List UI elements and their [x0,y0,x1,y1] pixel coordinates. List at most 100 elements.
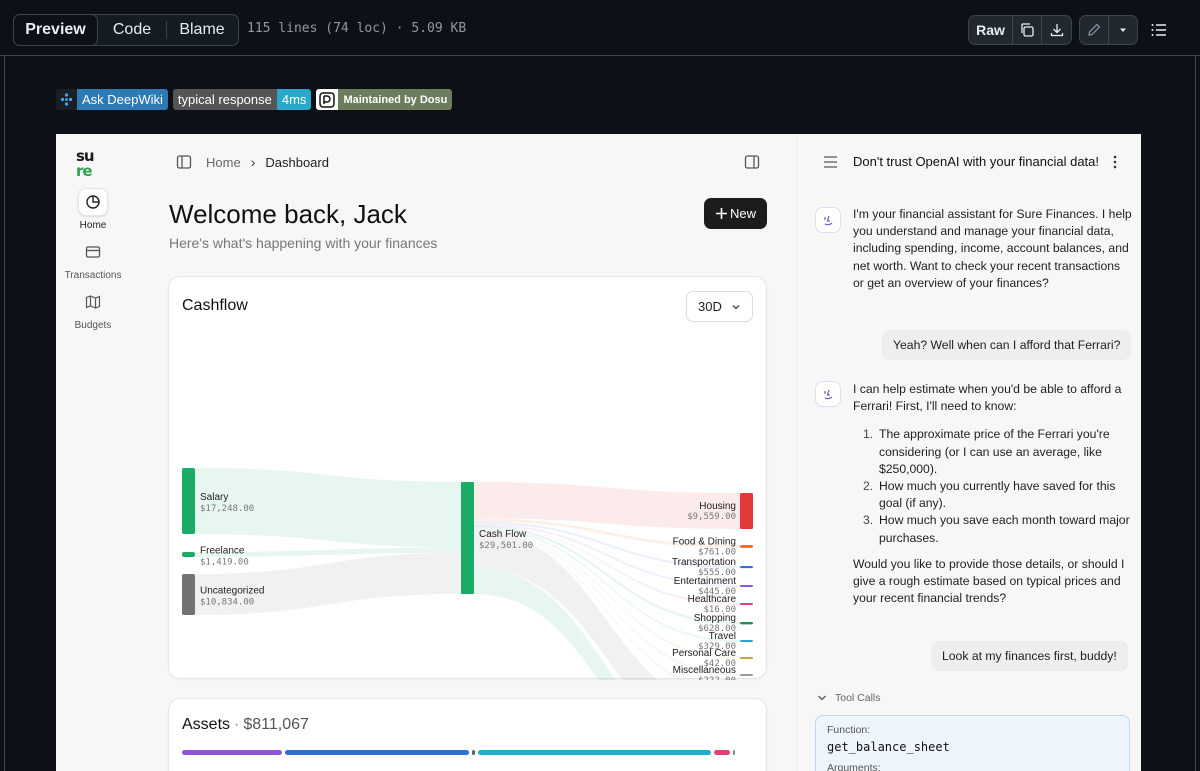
blame-tab[interactable]: Blame [179,21,225,38]
page-subtitle: Here's what's happening with your financ… [169,235,438,251]
svg-text:re: re [76,162,92,178]
chevron-down-icon [732,304,740,309]
asset-segment[interactable] [471,750,475,755]
sankey-target-label: Food & Dining [673,536,736,547]
sankey-source-node[interactable] [182,552,195,557]
sankey-links [195,468,740,680]
download-icon [1050,24,1063,37]
dosu-badge-label: Maintained by Dosu [338,89,453,110]
sankey-source-node[interactable] [182,468,195,534]
raw-button[interactable]: Raw [969,16,1013,44]
sankey-nodes [182,468,753,676]
sankey-target-node[interactable] [740,585,753,587]
breadcrumb-current: Dashboard [265,154,329,170]
sankey-target-node[interactable] [740,622,753,625]
file-toolbar: Preview Code Blame 115 lines (74 loc) · … [0,0,1200,56]
list-icon [1151,24,1166,36]
assistant-avatar [815,207,841,233]
assets-heading: Assets · $811,067 [182,716,309,734]
asset-segment[interactable] [477,750,712,755]
sankey-target-label: Personal Care [672,648,736,659]
assistant-message-2: I can help estimate when you'd be able t… [853,381,1137,607]
deepwiki-badge[interactable]: Ask DeepWiki [56,89,168,110]
menu-icon[interactable] [823,155,838,169]
assistant-face-icon [824,389,833,400]
response-badge-label: typical response [172,89,277,110]
breadcrumb: Home › Dashboard [176,154,329,170]
breadcrumb-home[interactable]: Home [206,154,241,170]
response-time-badge[interactable]: typical response 4ms [172,89,312,110]
sankey-target-node[interactable] [740,657,753,659]
sankey-source-label: Uncategorized [200,586,264,597]
assistant-avatar [815,381,841,407]
pie-chart-icon [78,188,108,216]
sankey-target-node[interactable] [740,566,753,569]
sankey-target-label: Miscellaneous [673,665,736,676]
sankey-link [474,525,740,625]
sankey-target-label: Shopping [694,613,736,624]
nav-home[interactable]: Home [56,188,130,231]
cashflow-title: Cashflow [182,297,248,314]
raw-actions: Raw [968,15,1072,45]
outline-button[interactable] [1150,21,1168,44]
sankey-target-node[interactable] [740,674,753,676]
sankey-link [474,523,740,587]
sankey-target-node[interactable] [740,603,753,605]
sankey-target-node[interactable] [740,640,753,642]
user-message-2: Look at my finances first, buddy! [931,641,1128,671]
sankey-source-node[interactable] [182,574,195,615]
download-button[interactable] [1042,16,1071,44]
assistant-face-icon [824,215,833,226]
new-button[interactable]: New [704,198,767,229]
copy-raw-button[interactable] [1013,16,1042,44]
sankey-link [474,528,740,659]
assistant-message-1: I'm your financial assistant for Sure Fi… [853,207,1132,290]
dosu-badge[interactable]: Maintained by Dosu [316,89,453,110]
nav-transactions-label: Transactions [64,270,122,281]
cashflow-card: Cashflow 30D Salary $17,248.00 Freelance $1… [168,276,767,680]
period-select[interactable]: 30D [686,291,753,322]
asset-segment[interactable] [182,750,283,755]
function-name: get_balance_sheet [827,740,950,754]
asset-segment[interactable] [285,750,469,755]
sankey-target-node[interactable] [740,545,753,548]
sankey-target-value: $42.00 [703,659,736,669]
frame-border-right [1195,56,1196,771]
question-list: 1. The approximate price of the Ferrari y… [863,426,1137,546]
sankey-target-label: Transportation [672,557,736,568]
edit-button[interactable] [1080,16,1110,44]
tool-calls-toggle[interactable]: Tool Calls [817,692,881,704]
asset-segment[interactable] [732,750,735,755]
deepwiki-logo-icon [56,89,77,110]
nav-transactions[interactable]: Transactions [56,238,130,281]
function-label: Function: [827,724,871,736]
sankey-target-label: Healthcare [688,594,737,605]
sidebar-toggle-icon[interactable] [176,154,192,170]
copy-icon [1021,23,1034,37]
chevron-right-icon: › [250,154,256,170]
sankey-link [195,552,461,615]
edit-menu-button[interactable] [1109,16,1137,44]
list-item: 2. How much you currently have saved for … [863,479,1116,511]
sankey-target-value: $445.00 [698,587,736,597]
asset-segment[interactable] [714,750,730,755]
preview-tab[interactable]: Preview [13,13,98,46]
more-options-icon[interactable] [1112,155,1118,169]
app-screenshot: su re Home Transactions Budgets Home › D… [56,134,1141,771]
sankey-target-value: $16.00 [703,605,736,615]
page-title: Welcome back, Jack [169,199,407,229]
sankey-source-label: Salary [200,492,228,503]
tool-call-box: Function: get_balance_sheet Arguments: [815,715,1130,771]
sankey-target-node[interactable] [740,493,753,529]
frame-border-left [4,56,5,771]
credit-card-icon [78,238,108,266]
panel-toggle-icon[interactable] [744,154,760,170]
sankey-center-node[interactable] [461,482,474,594]
chat-panel: Don't trust OpenAI with your financial d… [796,134,1141,771]
period-value: 30D [698,299,722,314]
nav-budgets[interactable]: Budgets [56,288,130,331]
sankey-link [474,530,658,680]
arguments-label: Arguments: [827,762,881,771]
code-tab[interactable]: Code [112,21,152,38]
sankey-link [474,568,616,680]
